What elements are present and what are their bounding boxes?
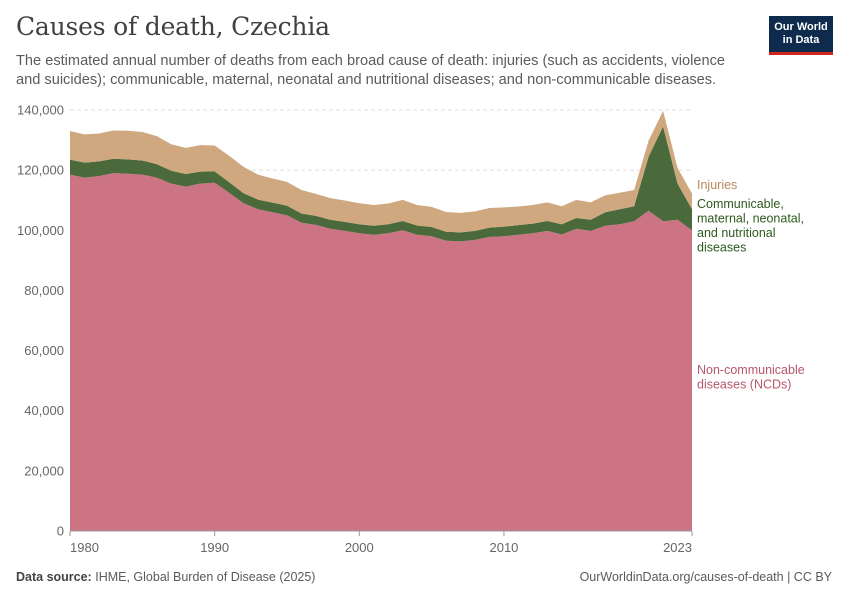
- y-tick-label: 40,000: [24, 403, 64, 418]
- x-tick-label: 1990: [200, 540, 229, 555]
- y-tick-label: 120,000: [17, 163, 64, 178]
- x-tick-label: 1980: [70, 540, 99, 555]
- area-series-1[interactable]: [70, 126, 692, 242]
- y-axis: 0 20,000 40,000 60,000 80,000 100,000 120,000 1…: [17, 103, 64, 539]
- x-tick-label: 2023: [663, 540, 692, 555]
- series-label-1: Communicable, maternal, neonatal, and nutr…: [697, 197, 804, 255]
- x-axis: 1980 1990 2000 2010 2023: [69, 530, 693, 555]
- y-tick-label: 20,000: [24, 463, 64, 478]
- y-tick-label: 140,000: [17, 103, 64, 118]
- area-series-2[interactable]: [70, 110, 692, 233]
- x-tick-label: 2010: [489, 540, 518, 555]
- stacked-areas: [70, 110, 692, 531]
- data-source-label: Data source:: [16, 570, 92, 584]
- logo-line-2: in Data: [782, 34, 820, 46]
- data-source-text: IHME, Global Burden of Disease (2025): [95, 570, 316, 584]
- logo-line-1: Our World: [774, 21, 828, 33]
- owid-logo[interactable]: Our World in Data: [769, 16, 833, 55]
- y-tick-label: 100,000: [17, 223, 64, 238]
- chart-subtitle: The estimated annual number of deaths fr…: [16, 53, 726, 88]
- source-url-link[interactable]: OurWorldinData.org/causes-of-death | CC …: [579, 570, 832, 584]
- series-labels: Non-communicable diseases (NCDs) Communica…: [697, 178, 805, 392]
- series-label-0: Non-communicable diseases (NCDs): [697, 363, 805, 392]
- data-source: Data source: IHME, Global Burden of Dise…: [16, 570, 315, 584]
- chart-title: Causes of death, Czechia: [16, 12, 330, 41]
- y-tick-label: 60,000: [24, 343, 64, 358]
- area-series-0[interactable]: [70, 173, 692, 531]
- y-tick-label: 80,000: [24, 283, 64, 298]
- x-tick-label: 2000: [345, 540, 374, 555]
- y-tick-label: 0: [57, 524, 64, 539]
- series-label-2: Injuries: [697, 178, 737, 192]
